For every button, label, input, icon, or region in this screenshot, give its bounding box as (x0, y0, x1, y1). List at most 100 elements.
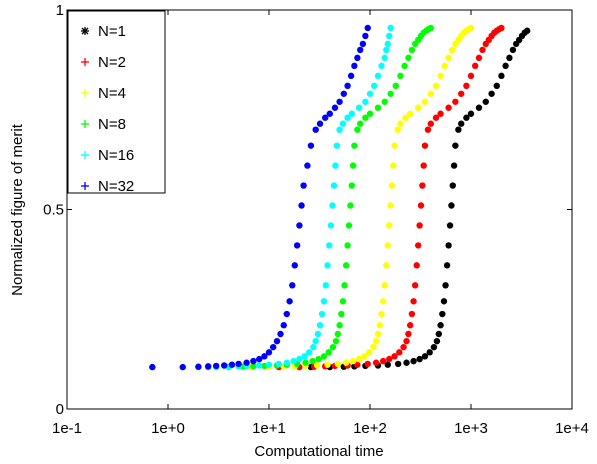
data-point (349, 357, 357, 365)
data-point (301, 353, 308, 360)
data-point (296, 355, 303, 363)
data-point (330, 182, 338, 189)
data-point (449, 182, 456, 189)
data-point (322, 282, 329, 289)
data-point (400, 343, 407, 351)
data-point (437, 72, 444, 80)
x-axis: 1e-1 1e+0 1e+1 1e+2 1e+3 1e+4 (52, 10, 589, 437)
data-point (408, 310, 416, 318)
data-point (433, 337, 441, 345)
data-point (320, 353, 328, 360)
data-point (467, 110, 475, 117)
data-point (336, 98, 343, 105)
data-point (325, 349, 332, 356)
x-tick-label: 1e+4 (555, 420, 589, 437)
data-point (372, 337, 380, 345)
data-point (338, 310, 345, 318)
data-point (383, 46, 390, 54)
data-point (498, 72, 505, 80)
data-point (440, 298, 448, 305)
data-point (212, 362, 220, 370)
data-point (318, 310, 326, 318)
data-point (315, 355, 322, 363)
data-point (452, 98, 459, 105)
data-point (354, 361, 361, 368)
data-point (364, 360, 371, 368)
data-point (397, 120, 404, 127)
data-point (523, 27, 531, 34)
data-point (336, 126, 343, 133)
legend-label: N=4 (98, 85, 126, 102)
data-point (427, 24, 435, 32)
data-point (348, 182, 355, 189)
data-point (374, 72, 382, 80)
data-point (359, 40, 367, 48)
data-point (403, 337, 410, 345)
data-point (458, 120, 465, 127)
data-point (427, 90, 435, 97)
data-point (324, 361, 331, 368)
data-point (410, 298, 417, 305)
series-n-32 (149, 24, 371, 371)
data-point (379, 298, 387, 305)
data-point (250, 363, 257, 370)
data-point (387, 24, 394, 32)
data-point (275, 360, 282, 368)
x-tick-label: 1e+1 (252, 420, 286, 437)
data-point (334, 330, 342, 338)
data-point (391, 353, 398, 360)
data-point (340, 90, 347, 97)
data-point (316, 120, 324, 127)
data-point (344, 242, 351, 249)
data-point (354, 126, 361, 133)
data-point (416, 222, 423, 229)
data-point (406, 322, 414, 329)
data-point (420, 162, 427, 169)
data-point (435, 330, 443, 338)
data-point (411, 282, 419, 289)
data-point (386, 222, 393, 229)
data-point (351, 142, 358, 149)
data-point (349, 162, 357, 169)
data-point (329, 343, 337, 351)
data-point (387, 202, 394, 209)
data-point (445, 242, 452, 249)
data-point (339, 120, 347, 127)
data-point (509, 46, 517, 54)
data-point (384, 361, 391, 368)
data-point (446, 222, 454, 229)
data-point (235, 360, 242, 368)
data-point (408, 46, 416, 54)
data-point (421, 98, 429, 105)
data-point (372, 359, 380, 366)
data-point (362, 114, 369, 121)
data-point (357, 120, 364, 127)
data-point (381, 282, 388, 289)
data-point (362, 32, 369, 40)
data-point (475, 54, 483, 62)
data-point (314, 330, 322, 338)
data-point (401, 62, 408, 70)
data-point (361, 353, 368, 360)
data-point (394, 126, 401, 133)
data-point (443, 262, 451, 269)
data-point (336, 322, 343, 329)
legend-box (67, 10, 166, 194)
data-point (286, 298, 293, 305)
data-point (280, 322, 287, 329)
data-point (506, 54, 513, 62)
data-point (424, 126, 432, 133)
data-point (488, 90, 495, 97)
data-point (378, 310, 385, 318)
data-point (302, 359, 309, 366)
x-tick-label: 1e+2 (353, 420, 387, 437)
series-n-16 (195, 24, 394, 371)
data-point (467, 24, 475, 32)
data-point (387, 90, 394, 97)
data-point (364, 24, 371, 32)
data-point (381, 54, 388, 62)
x-tick-label: 1e-1 (52, 420, 82, 437)
data-point (432, 82, 440, 90)
data-point (355, 104, 363, 111)
